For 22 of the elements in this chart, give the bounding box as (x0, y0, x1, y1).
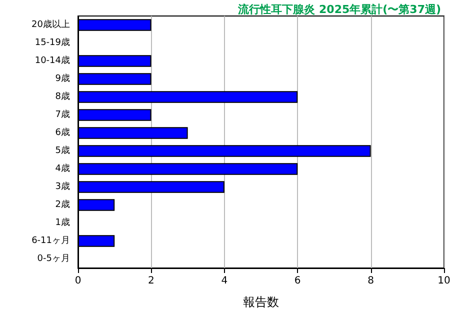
y-tick-label: 7歳 (55, 109, 70, 120)
x-tick-label: 2 (148, 276, 154, 286)
x-tick-label: 4 (221, 276, 228, 286)
y-tick-label: 20歳以上 (32, 19, 70, 30)
chart-title: 流行性耳下腺炎 2025年累計(〜第37週) (237, 3, 442, 16)
y-tick-label: 5歳 (55, 145, 70, 156)
y-tick-label: 0-5ヶ月 (37, 254, 70, 264)
y-tick-label: 6-11ヶ月 (32, 236, 70, 246)
x-tick-label: 6 (294, 276, 301, 286)
y-tick-label: 3歳 (55, 181, 70, 192)
y-tick-label: 9歳 (55, 73, 70, 84)
x-axis-title: 報告数 (243, 295, 279, 309)
x-tick-label: 0 (74, 276, 82, 286)
y-tick-label: 8歳 (55, 91, 70, 102)
x-tick-label: 8 (368, 276, 374, 286)
y-tick-label: 10-14歳 (34, 55, 70, 66)
y-tick-label: 4歳 (55, 163, 70, 174)
y-tick-label: 2歳 (55, 199, 70, 210)
y-tick-label: 1歳 (55, 217, 70, 228)
y-tick-label: 6歳 (55, 127, 70, 138)
x-tick-label: 10 (438, 276, 450, 286)
y-tick-label: 15-19歳 (34, 37, 70, 48)
